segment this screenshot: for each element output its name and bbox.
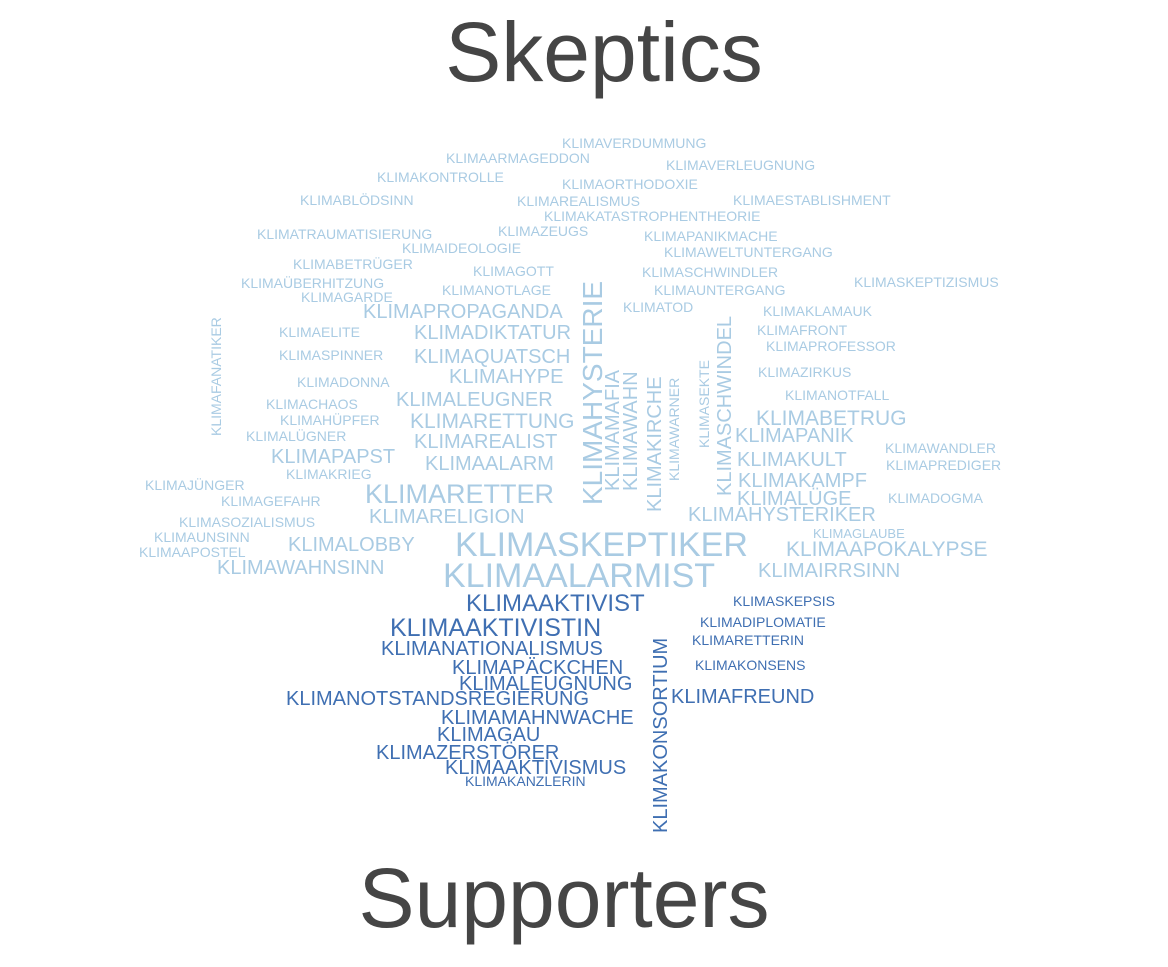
skeptic-word: KLIMANOTFALL: [785, 387, 890, 403]
skeptic-word: KLIMAHYSTERIKER: [688, 504, 876, 526]
skeptic-word: KLIMAGEFAHR: [221, 493, 321, 509]
supporter-word: KLIMANATIONALISMUS: [381, 638, 603, 660]
skeptic-word: KLIMAKATASTROPHENTHEORIE: [544, 208, 761, 224]
skeptic-word: KLIMAKAMPF: [738, 470, 867, 492]
skeptic-word: KLIMAKLAMAUK: [763, 303, 872, 319]
skeptic-word: KLIMAGOTT: [473, 263, 554, 279]
skeptic-word: KLIMARETTER: [365, 479, 555, 509]
skeptic-word: KLIMAWAHNSINN: [217, 557, 385, 579]
skeptic-word: KLIMACHAOS: [266, 396, 358, 412]
supporters-heading: Supporters: [358, 851, 770, 945]
skeptic-word: KLIMASCHWINDEL: [714, 315, 736, 496]
skeptic-word: KLIMABETRUG: [756, 407, 907, 430]
skeptics-heading: Skeptics: [445, 5, 763, 99]
skeptic-word: KLIMAELITE: [279, 324, 360, 340]
skeptic-word: KLIMAPROFESSOR: [766, 338, 896, 354]
skeptic-word: KLIMAREALIST: [414, 431, 558, 453]
skeptic-word: KLIMAPANIK: [735, 425, 854, 447]
supporter-word: KLIMAPÄCKCHEN: [452, 657, 624, 679]
skeptic-word: KLIMAUNTERGANG: [654, 282, 786, 298]
skeptic-word: KLIMAESTABLISHMENT: [733, 192, 891, 208]
skeptic-word: KLIMAPAPST: [271, 446, 396, 468]
supporter-word: KLIMAZERSTÖRER: [376, 742, 560, 764]
skeptic-word: KLIMAKIRCHE: [644, 376, 666, 512]
skeptic-word: KLIMARETTUNG: [410, 410, 575, 433]
skeptic-word: KLIMASKEPTIZISMUS: [854, 274, 999, 290]
skeptic-word: KLIMAAPOKALYPSE: [786, 538, 988, 561]
skeptic-word: KLIMABLÖDSINN: [300, 192, 414, 208]
skeptic-word: KLIMAORTHODOXIE: [562, 176, 698, 192]
skeptic-word: KLIMAGARDE: [301, 289, 393, 305]
skeptic-word: KLIMAGLAUBE: [813, 526, 905, 541]
skeptic-word: KLIMAARMAGEDDON: [446, 150, 590, 166]
skeptic-word: KLIMAPROPAGANDA: [363, 301, 563, 323]
skeptic-word: KLIMANOTLAGE: [442, 282, 551, 298]
supporter-word: KLIMAKANZLERIN: [465, 773, 586, 789]
skeptic-word: KLIMASKEPTIKER: [455, 526, 748, 564]
skeptic-word: KLIMAALARM: [425, 453, 554, 475]
skeptic-word: KLIMARELIGION: [369, 506, 525, 528]
skeptic-word: KLIMAVERLEUGNUNG: [666, 157, 816, 173]
skeptic-word: KLIMAZEUGS: [498, 223, 589, 239]
skeptic-word: KLIMASCHWINDLER: [642, 264, 779, 280]
skeptic-word: KLIMAPREDIGER: [886, 457, 1002, 473]
skeptic-word: KLIMASOZIALISMUS: [179, 514, 316, 530]
skeptic-word: KLIMAALARMIST: [443, 557, 716, 595]
supporter-word: KLIMAGAU: [437, 724, 541, 746]
skeptic-word: KLIMAKULT: [737, 449, 847, 471]
skeptic-word: KLIMAKONTROLLE: [377, 169, 504, 185]
skeptic-word: KLIMAIRRSINN: [758, 560, 901, 582]
supporter-word: KLIMANOTSTANDSREGIERUNG: [286, 688, 589, 710]
skeptic-word: KLIMAAPOSTEL: [139, 544, 246, 560]
skeptic-word: KLIMADOGMA: [888, 490, 983, 506]
skeptic-word: KLIMATRAUMATISIERUNG: [257, 226, 433, 242]
skeptic-word: KLIMAFANATIKER: [208, 317, 224, 436]
skeptic-word: KLIMALÜGE: [737, 488, 852, 510]
skeptic-word: KLIMADIKTATUR: [414, 322, 572, 344]
supporter-word: KLIMARETTERIN: [692, 632, 805, 648]
supporter-word: KLIMAKONSENS: [695, 657, 806, 673]
skeptic-word: KLIMAWARNER: [666, 377, 682, 481]
skeptic-word: KLIMAWELTUNTERGANG: [664, 244, 833, 260]
supporter-word: KLIMAAKTIVISMUS: [445, 757, 627, 779]
skeptic-word: KLIMAREALISMUS: [517, 193, 640, 209]
supporter-word: KLIMALEUGNUNG: [459, 673, 633, 695]
skeptic-word: KLIMAZIRKUS: [758, 364, 852, 380]
skeptic-word: KLIMAQUATSCH: [414, 346, 571, 368]
skeptic-word: KLIMASEKTE: [696, 360, 712, 448]
skeptic-word: KLIMAIDEOLOGIE: [402, 240, 522, 256]
skeptic-word: KLIMALOBBY: [288, 534, 415, 556]
skeptic-word: KLIMABETRÜGER: [293, 256, 413, 272]
skeptic-word: KLIMALÜGNER: [246, 428, 347, 444]
supporter-word: KLIMAKONSORTIUM: [650, 637, 672, 833]
skeptic-word: KLIMAPANIKMACHE: [644, 228, 778, 244]
supporter-word: KLIMASKEPSIS: [733, 593, 835, 609]
skeptic-word: KLIMAVERDUMMUNG: [562, 135, 707, 151]
skeptic-word: KLIMAFRONT: [757, 322, 848, 338]
skeptic-word: KLIMAKRIEG: [286, 466, 372, 482]
skeptic-word: KLIMAJÜNGER: [145, 477, 245, 493]
skeptic-word: KLIMAÜBERHITZUNG: [241, 275, 385, 291]
supporter-word: KLIMAAKTIVISTIN: [390, 614, 602, 642]
supporter-word: KLIMADIPLOMATIE: [700, 614, 826, 630]
supporter-word: KLIMAAKTIVIST: [466, 590, 645, 617]
skeptic-word: KLIMADONNA: [297, 374, 390, 390]
skeptic-word: KLIMAWAHN: [620, 371, 642, 491]
skeptic-word: KLIMAHÜPFER: [280, 412, 380, 428]
skeptic-word: KLIMATOD: [623, 299, 694, 315]
skeptic-word: KLIMAUNSINN: [154, 529, 250, 545]
skeptic-word: KLIMAWANDLER: [885, 440, 996, 456]
supporter-word: KLIMAMAHNWACHE: [441, 707, 634, 729]
skeptic-word: KLIMALEUGNER: [396, 389, 553, 411]
supporter-word: KLIMAFREUND: [671, 686, 815, 708]
skeptic-word: KLIMAHYPE: [449, 366, 564, 388]
skeptic-word: KLIMASPINNER: [279, 347, 384, 363]
